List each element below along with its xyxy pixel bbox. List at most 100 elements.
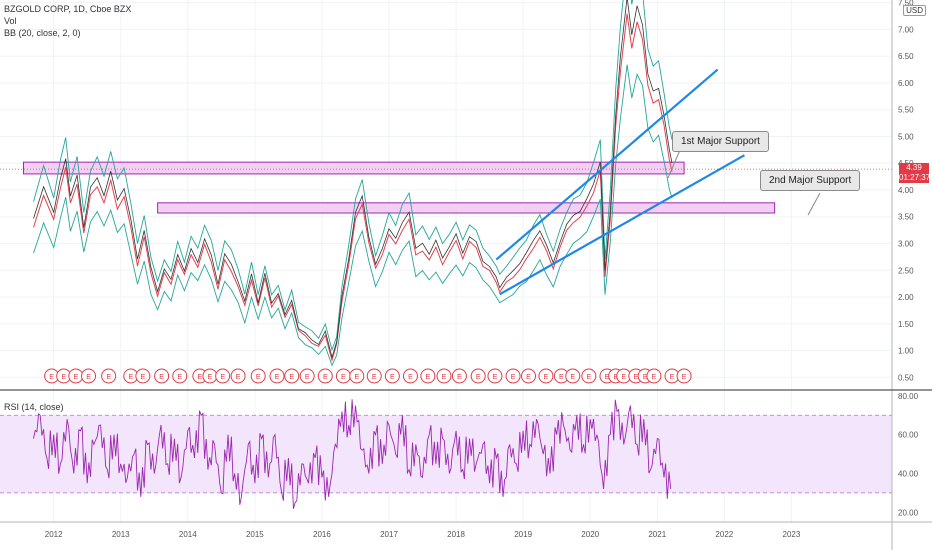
- volume-legend[interactable]: Vol: [4, 16, 17, 26]
- support-zones: [0, 161, 892, 214]
- earnings-marker-label: E: [652, 374, 657, 381]
- bb-legend[interactable]: BB (20, close, 2, 0): [4, 28, 81, 38]
- earnings-marker-label: E: [177, 374, 182, 381]
- earnings-marker: [317, 368, 333, 384]
- earnings-marker-label: E: [633, 374, 638, 381]
- x-tick-label: 2012: [45, 530, 63, 539]
- currency-badge[interactable]: USD: [903, 5, 926, 16]
- earnings-marker-label: E: [106, 374, 111, 381]
- earnings-marker: [384, 368, 400, 384]
- earnings-marker-label: E: [570, 374, 575, 381]
- earnings-marker-label: E: [511, 374, 516, 381]
- earnings-marker: [436, 368, 452, 384]
- earnings-marker: [538, 368, 554, 384]
- price-tick-label: 3.50: [898, 213, 914, 222]
- earnings-marker-label: E: [643, 374, 648, 381]
- callout-pointer: [807, 192, 821, 216]
- earnings-marker: [299, 368, 315, 384]
- earnings-marker-label: E: [526, 374, 531, 381]
- earnings-marker: [565, 368, 581, 384]
- earnings-marker-label: E: [670, 374, 675, 381]
- earnings-marker: [520, 368, 536, 384]
- earnings-marker-label: E: [49, 374, 54, 381]
- earnings-marker: [349, 368, 365, 384]
- trend-line: [499, 154, 745, 296]
- earnings-marker-label: E: [275, 374, 280, 381]
- earnings-marker-label: E: [682, 374, 687, 381]
- trend-lines: [495, 68, 821, 296]
- earnings-marker: [250, 368, 266, 384]
- bb-lower: [33, 64, 673, 367]
- support-2-callout[interactable]: 2nd Major Support: [760, 170, 861, 191]
- earnings-marker-label: E: [73, 374, 78, 381]
- earnings-marker: [676, 368, 692, 384]
- earnings-marker: [470, 368, 486, 384]
- support-zone: [22, 161, 685, 175]
- x-tick-label: 2018: [447, 530, 465, 539]
- price-tick-label: 6.00: [898, 79, 914, 88]
- x-tick-label: 2022: [715, 530, 733, 539]
- x-tick-label: 2016: [313, 530, 331, 539]
- price-tick-label: 7.00: [898, 25, 914, 34]
- rsi-tick-label: 60.00: [898, 431, 919, 440]
- rsi-line: [33, 399, 672, 509]
- earnings-marker-label: E: [61, 374, 66, 381]
- earnings-marker-label: E: [141, 374, 146, 381]
- earnings-marker-label: E: [544, 374, 549, 381]
- x-tick-label: 2013: [112, 530, 130, 539]
- x-tick-label: 2021: [648, 530, 666, 539]
- earnings-marker-label: E: [493, 374, 498, 381]
- price-tick-label: 2.50: [898, 266, 914, 275]
- earnings-marker-label: E: [476, 374, 481, 381]
- support-1-callout[interactable]: 1st Major Support: [672, 131, 769, 152]
- earnings-marker: [581, 368, 597, 384]
- earnings-marker: [284, 368, 300, 384]
- rsi-tick-label: 40.00: [898, 469, 919, 478]
- rsi-pane: [0, 399, 892, 509]
- earnings-marker-label: E: [256, 374, 261, 381]
- x-tick-label: 2019: [514, 530, 532, 539]
- x-tick-label: 2017: [380, 530, 398, 539]
- price-tick-label: 7.50: [898, 0, 914, 8]
- price-tick-label: 0.50: [898, 373, 914, 382]
- last-price: 4.39: [906, 163, 922, 172]
- earnings-marker-label: E: [605, 374, 610, 381]
- earnings-marker: [451, 368, 467, 384]
- earnings-marker: [402, 368, 418, 384]
- earnings-marker-label: E: [408, 374, 413, 381]
- bb-basis: [33, 13, 673, 363]
- x-tick-label: 2014: [179, 530, 197, 539]
- earnings-marker-label: E: [559, 374, 564, 381]
- symbol-legend[interactable]: BZGOLD CORP, 1D, Cboe BZX: [4, 4, 132, 14]
- x-tick-label: 2023: [783, 530, 801, 539]
- earnings-marker: [269, 368, 285, 384]
- price-line: [33, 0, 673, 359]
- trend-line: [495, 68, 719, 261]
- bb-upper: [33, 0, 673, 352]
- rsi-tick-label: 80.00: [898, 392, 919, 401]
- earnings-marker-label: E: [372, 374, 377, 381]
- earnings-marker-label: E: [354, 374, 359, 381]
- earnings-marker: [154, 368, 170, 384]
- earnings-marker-label: E: [236, 374, 241, 381]
- price-series: [33, 0, 673, 367]
- price-tick-label: 1.00: [898, 347, 914, 356]
- earnings-marker-label: E: [613, 374, 618, 381]
- earnings-marker-label: E: [86, 374, 91, 381]
- earnings-marker-label: E: [128, 374, 133, 381]
- earnings-marker-label: E: [305, 374, 310, 381]
- price-tick-label: 2.00: [898, 293, 914, 302]
- x-tick-label: 2015: [246, 530, 264, 539]
- earnings-marker-label: E: [159, 374, 164, 381]
- earnings-marker-label: E: [341, 374, 346, 381]
- callout-pointer: [667, 149, 681, 179]
- rsi-legend[interactable]: RSI (14, close): [4, 402, 64, 412]
- last-price-tag: 4.39 01:27:37: [899, 163, 930, 183]
- earnings-marker: [420, 368, 436, 384]
- earnings-marker-label: E: [426, 374, 431, 381]
- earnings-marker: [366, 368, 382, 384]
- earnings-marker-label: E: [323, 374, 328, 381]
- x-tick-label: 2020: [581, 530, 599, 539]
